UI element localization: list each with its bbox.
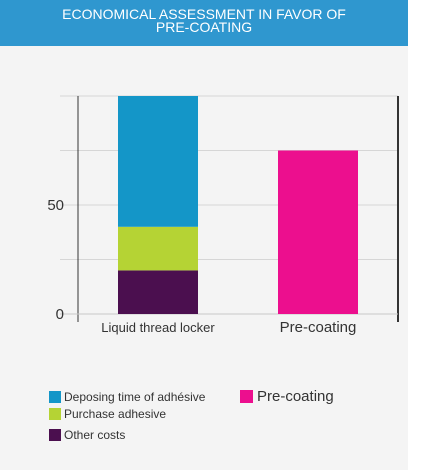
bar-segment: [278, 150, 358, 314]
legend-swatch: [240, 390, 253, 403]
chart-title: ECONOMICAL ASSESSMENT IN FAVOR OF PRE-CO…: [62, 6, 346, 35]
legend-label: Other costs: [64, 428, 126, 442]
bar-chart: 0 50 Liquid thread locker Pre-coating: [47, 95, 399, 336]
legend-swatch: [49, 408, 61, 420]
chart-header: ECONOMICAL ASSESSMENT IN FAVOR OF PRE-CO…: [0, 0, 408, 46]
bar-segment: [118, 270, 198, 314]
legend-label: Deposing time of adhésive: [64, 390, 206, 404]
x-category-label: Liquid thread locker: [101, 320, 215, 335]
bar-segment: [118, 226, 198, 271]
y-tick-label: 50: [47, 197, 64, 214]
chart-card: ECONOMICAL ASSESSMENT IN FAVOR OF PRE-CO…: [0, 0, 408, 470]
bar-segment: [118, 96, 198, 227]
x-category-label: Pre-coating: [280, 319, 357, 336]
legend-label: Purchase adhesive: [64, 407, 167, 421]
legend-swatch: [49, 429, 61, 441]
legend-label: Pre-coating: [257, 388, 334, 405]
legend-swatch: [49, 391, 61, 403]
y-tick-label: 0: [56, 306, 64, 323]
